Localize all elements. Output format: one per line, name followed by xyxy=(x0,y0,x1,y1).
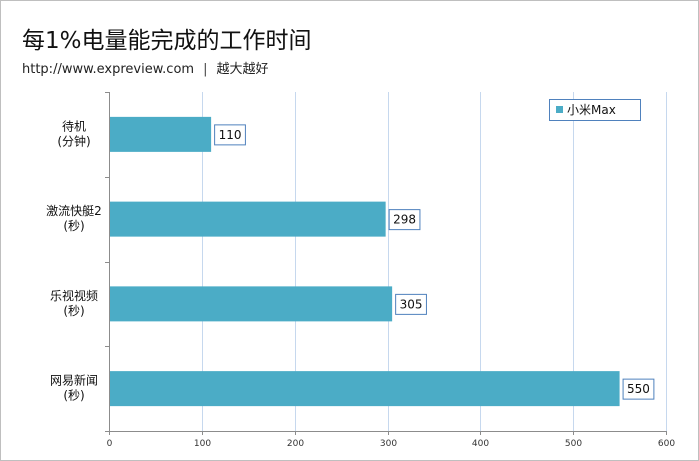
data-label: 550 xyxy=(627,382,650,396)
legend-label: 小米Max xyxy=(567,103,616,117)
x-tick-label: 500 xyxy=(565,439,582,449)
category-label-line: (秒) xyxy=(63,219,84,233)
legend-swatch xyxy=(556,106,563,113)
source-url: http://www.expreview.com xyxy=(22,62,195,77)
category-label-line: (分钟) xyxy=(57,133,90,148)
category-label-line: 激流快艇2 xyxy=(46,204,102,218)
category-label-line: (秒) xyxy=(63,389,84,403)
data-label: 298 xyxy=(393,213,416,227)
y-category-label: 乐视视频(秒) xyxy=(50,288,98,318)
data-label: 110 xyxy=(219,128,242,142)
data-label: 305 xyxy=(400,297,423,311)
y-category-label: 待机(分钟) xyxy=(57,119,90,148)
data-label-box xyxy=(388,209,421,231)
category-label-line: 网易新闻 xyxy=(50,373,98,388)
bar xyxy=(110,201,386,237)
x-tick-label: 300 xyxy=(380,439,397,449)
bar xyxy=(110,286,393,322)
chart-title: 每1%电量能完成的工作时间 xyxy=(22,28,312,54)
x-tick-label: 200 xyxy=(287,439,304,449)
subtitle-separator: | xyxy=(203,62,208,77)
category-label-line: (秒) xyxy=(63,304,84,318)
data-label-box xyxy=(395,293,427,315)
data-label-box xyxy=(622,378,655,400)
chart-tagline: 越大越好 xyxy=(216,62,269,77)
legend-box xyxy=(549,99,641,121)
bar xyxy=(110,116,212,152)
x-tick-label: 0 xyxy=(107,439,113,449)
category-label-line: 待机 xyxy=(62,119,86,133)
x-tick-label: 600 xyxy=(658,439,675,449)
bar xyxy=(110,371,620,407)
chart-subtitle: http://www.expreview.com | 越大越好 xyxy=(22,58,268,77)
category-label-line: 乐视视频 xyxy=(50,288,98,303)
data-label-box xyxy=(214,124,246,146)
y-category-label: 激流快艇2 (秒) xyxy=(46,204,102,233)
y-category-label: 网易新闻(秒) xyxy=(50,373,98,403)
x-tick-label: 100 xyxy=(194,439,211,449)
x-tick-label: 400 xyxy=(472,439,489,449)
